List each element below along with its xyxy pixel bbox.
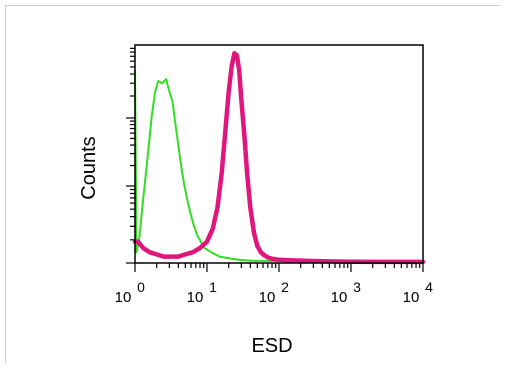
x-tick-labels: 10 0 10 1 10 2 10 3 10 4 [115,279,433,306]
green-series-line [134,69,424,263]
x-tick-label: 10 3 [331,279,361,306]
magenta-series-line [132,51,426,265]
series-layer [132,51,426,265]
x-tick-base: 10 [259,289,276,306]
x-tick-base: 10 [331,289,348,306]
x-tick-label: 10 1 [187,279,217,306]
x-tick-label: 10 0 [115,279,145,306]
x-tick-exponent: 0 [137,279,145,295]
x-tick-exponent: 1 [209,279,217,295]
y-axis-label: Counts [78,136,100,199]
x-tick-exponent: 2 [281,279,289,295]
x-axis-label: ESD [251,335,292,357]
x-tick-exponent: 4 [425,279,433,295]
x-tick-label: 10 2 [259,279,289,306]
x-tick-base: 10 [115,289,132,306]
x-tick-label: 10 4 [403,279,433,306]
x-tick-base: 10 [403,289,420,306]
figure-frame [5,5,500,363]
x-tick-base: 10 [187,289,204,306]
axis-ticks [126,47,424,272]
plot-area-border [134,44,424,264]
x-tick-exponent: 3 [353,279,361,295]
